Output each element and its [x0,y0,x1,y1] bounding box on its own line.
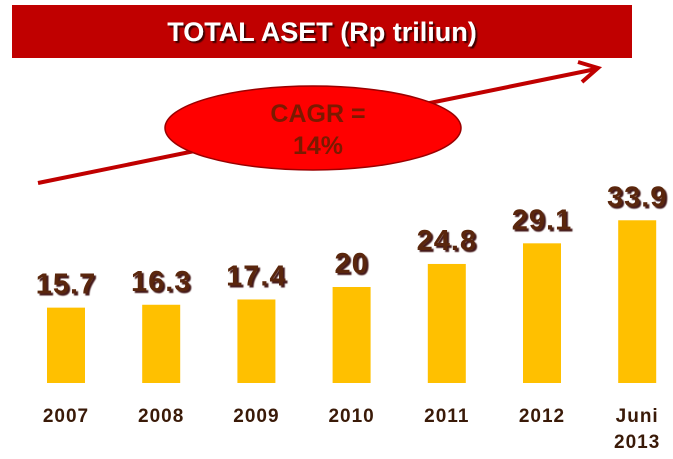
x-tick-label: 2007 [42,406,90,427]
bar [237,299,276,383]
value-label: 24.8 [417,225,477,257]
arrow-head [577,60,603,84]
value-label: 17.4 [226,260,286,292]
x-tick-label: 2012 [518,406,566,427]
title-banner [12,5,632,58]
x-tick-label: 2008 [138,406,185,427]
bar [618,220,657,383]
value-label: 29.1 [512,204,572,236]
value-label: 20 [334,248,368,280]
chart-title: TOTAL ASET (Rp triliun) [167,17,476,47]
bar [427,263,466,383]
bar [142,304,181,383]
value-label: 33.9 [607,181,667,213]
cagr-ellipse [164,85,462,171]
x-tick-label: 2010 [328,406,375,427]
x-tick-label: 2011 [424,406,470,427]
bar [523,243,561,383]
value-label: 16.3 [131,266,191,298]
bar [47,307,85,383]
x-tick-label: 2009 [233,406,280,427]
annotation: CAGR = [270,100,365,128]
value-label: 15.7 [36,269,96,301]
annotation: 14% [293,132,343,160]
bar [332,287,371,383]
x-tick-label: Juni 2013 [614,406,661,453]
